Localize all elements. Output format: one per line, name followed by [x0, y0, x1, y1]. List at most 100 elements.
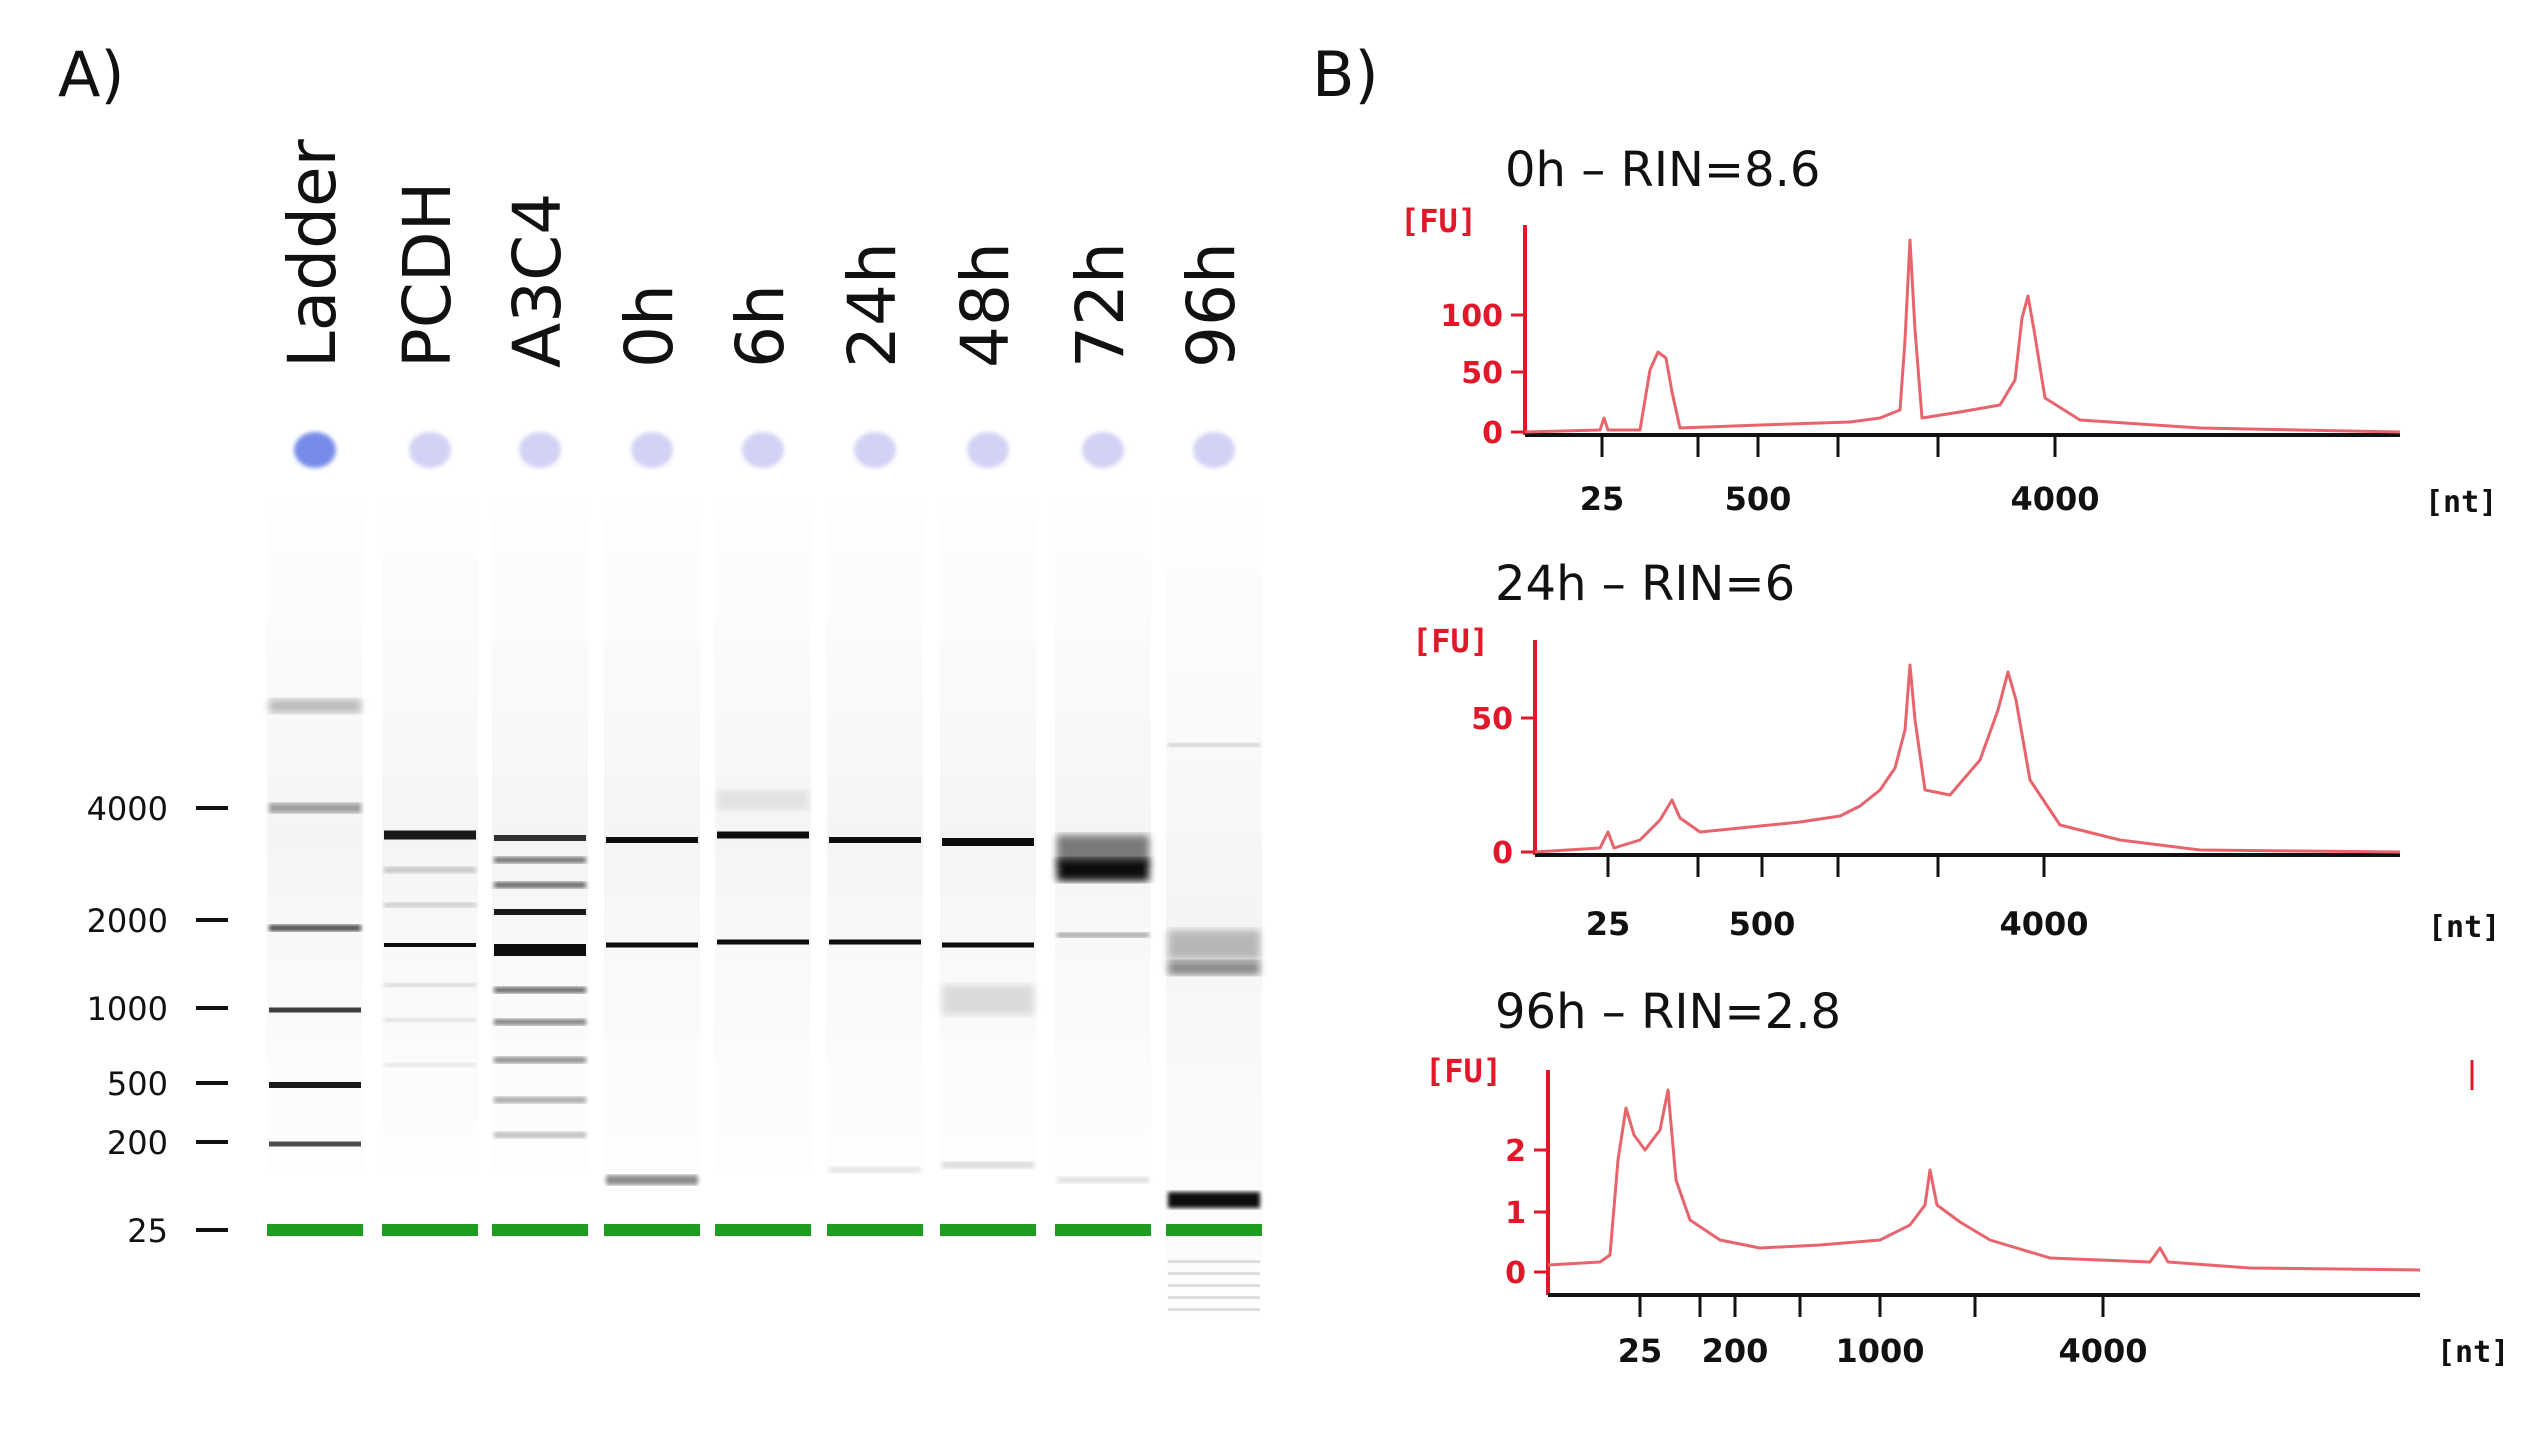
gel-lanes — [267, 500, 1262, 1320]
gel-band — [829, 1167, 921, 1173]
y-tick-label: 0 — [1492, 836, 1513, 871]
panel-a-label: A) — [58, 38, 125, 111]
gel-band — [1057, 1177, 1149, 1183]
gel-band — [269, 925, 361, 931]
gel-band — [269, 1007, 361, 1013]
x-tick-label: 1000 — [1835, 1332, 1924, 1370]
x-tick-label: 500 — [1725, 480, 1792, 518]
well-7 — [967, 432, 1009, 468]
lane-background-9 — [1166, 500, 1262, 1320]
y-axis-label: [FU] — [1400, 202, 1477, 240]
gel-band — [494, 1057, 586, 1063]
gel-band — [606, 837, 698, 843]
gel-band — [384, 902, 476, 908]
x-tick-label: 4000 — [1999, 905, 2088, 943]
gel-band — [942, 1162, 1034, 1168]
lane-labels: Ladder PCDH A3C4 0h 6h 24h 48h 72h 96h — [274, 138, 1250, 368]
lower-marker-band — [715, 1224, 811, 1236]
gel-band — [942, 838, 1034, 846]
lane-background-6 — [827, 500, 923, 1170]
well-8 — [1082, 432, 1124, 468]
electropherogram-trace — [1547, 1088, 2421, 1272]
size-marker-label: 500 — [107, 1065, 168, 1103]
plot-title: 96h – RIN=2.8 — [1495, 984, 1841, 1040]
gel-band — [384, 983, 476, 987]
gel-band — [829, 939, 921, 945]
gel-band — [942, 942, 1034, 948]
lane-background-7 — [940, 500, 1036, 1170]
x-tick-label: 4000 — [2058, 1332, 2147, 1370]
lower-marker-band — [940, 1224, 1036, 1236]
y-tick-label: 50 — [1461, 356, 1503, 391]
well-5 — [742, 432, 784, 468]
gel-band — [269, 803, 361, 813]
lane-label-48h: 48h — [947, 242, 1024, 368]
gel-band — [1057, 932, 1149, 938]
gel-band — [494, 1097, 586, 1103]
lane-label-72h: 72h — [1062, 242, 1139, 368]
gel-band — [942, 985, 1034, 1015]
y-axis-label: [FU] — [1412, 622, 1489, 660]
gel-band — [384, 867, 476, 873]
size-marker-label: 25 — [127, 1212, 168, 1250]
y-tick-label: 0 — [1505, 1256, 1526, 1291]
lane-background-1 — [267, 500, 363, 1170]
gel-band — [269, 1141, 361, 1147]
gel-band — [1168, 1192, 1260, 1208]
gel-band — [1168, 1308, 1260, 1311]
electropherogram-trace — [1534, 663, 2401, 854]
lower-marker-band — [382, 1224, 478, 1236]
x-axis-label: [nt] — [2425, 485, 2497, 520]
gel-image: Ladder PCDH A3C4 0h 6h 24h 48h 72h 96h 4000 2000 1… — [87, 138, 1262, 1320]
panel-b-label: B) — [1312, 38, 1379, 111]
gel-band — [269, 1082, 361, 1088]
electropherogram-1: 0h – RIN=8.6 [FU] 0 50 100 25 500 4000 [nt] — [1400, 142, 2497, 520]
gel-band — [494, 1019, 586, 1025]
lane-background-4 — [604, 500, 700, 1170]
electropherogram-2: 24h – RIN=6[FU] 0 50 25 500 4000 [nt] — [1412, 556, 2500, 945]
gel-band — [494, 944, 586, 956]
x-tick-label: 200 — [1702, 1332, 1769, 1370]
lane-label-24h: 24h — [834, 242, 911, 368]
gel-band — [494, 909, 586, 915]
gel-band — [494, 1132, 586, 1138]
plot-title: 24h – RIN=6 — [1495, 556, 1795, 612]
gel-band — [494, 987, 586, 993]
gel-band — [1168, 1272, 1260, 1275]
gel-band — [384, 1018, 476, 1022]
lane-label-pcdh: PCDH — [389, 182, 466, 368]
well-1 — [294, 432, 336, 468]
y-tick-label: 2 — [1505, 1134, 1526, 1169]
lower-marker-band — [492, 1224, 588, 1236]
gel-band — [606, 942, 698, 948]
well-4 — [631, 432, 673, 468]
well-9 — [1193, 432, 1235, 468]
well-6 — [854, 432, 896, 468]
gel-band — [606, 1175, 698, 1185]
gel-band — [1168, 1260, 1260, 1263]
x-axis-label: [nt] — [2437, 1335, 2509, 1370]
y-tick-label: 0 — [1482, 416, 1503, 451]
y-tick-label: 50 — [1471, 702, 1513, 737]
electropherogram-trace — [1524, 238, 2401, 434]
lane-label-0h: 0h — [611, 284, 688, 368]
gel-band — [494, 835, 586, 841]
size-marker-label: 4000 — [87, 790, 168, 828]
lower-marker-band — [1055, 1224, 1151, 1236]
well-3 — [519, 432, 561, 468]
lane-label-a3c4: A3C4 — [499, 193, 576, 368]
y-tick-label: 1 — [1505, 1196, 1526, 1231]
gel-band — [494, 857, 586, 863]
lower-marker-band — [604, 1224, 700, 1236]
x-tick-label: 4000 — [2010, 480, 2099, 518]
well-2 — [409, 432, 451, 468]
gel-band — [384, 943, 476, 947]
gel-band — [384, 1063, 476, 1067]
electropherogram-3: 96h – RIN=2.8 [FU] 0 1 2 25 200 1000 4000 [nt] — [1425, 984, 2509, 1370]
size-marker-label: 2000 — [87, 902, 168, 940]
gel-band — [717, 939, 809, 945]
lower-marker-band — [1166, 1224, 1262, 1236]
lane-label-6h: 6h — [722, 284, 799, 368]
gel-band — [1168, 743, 1260, 747]
